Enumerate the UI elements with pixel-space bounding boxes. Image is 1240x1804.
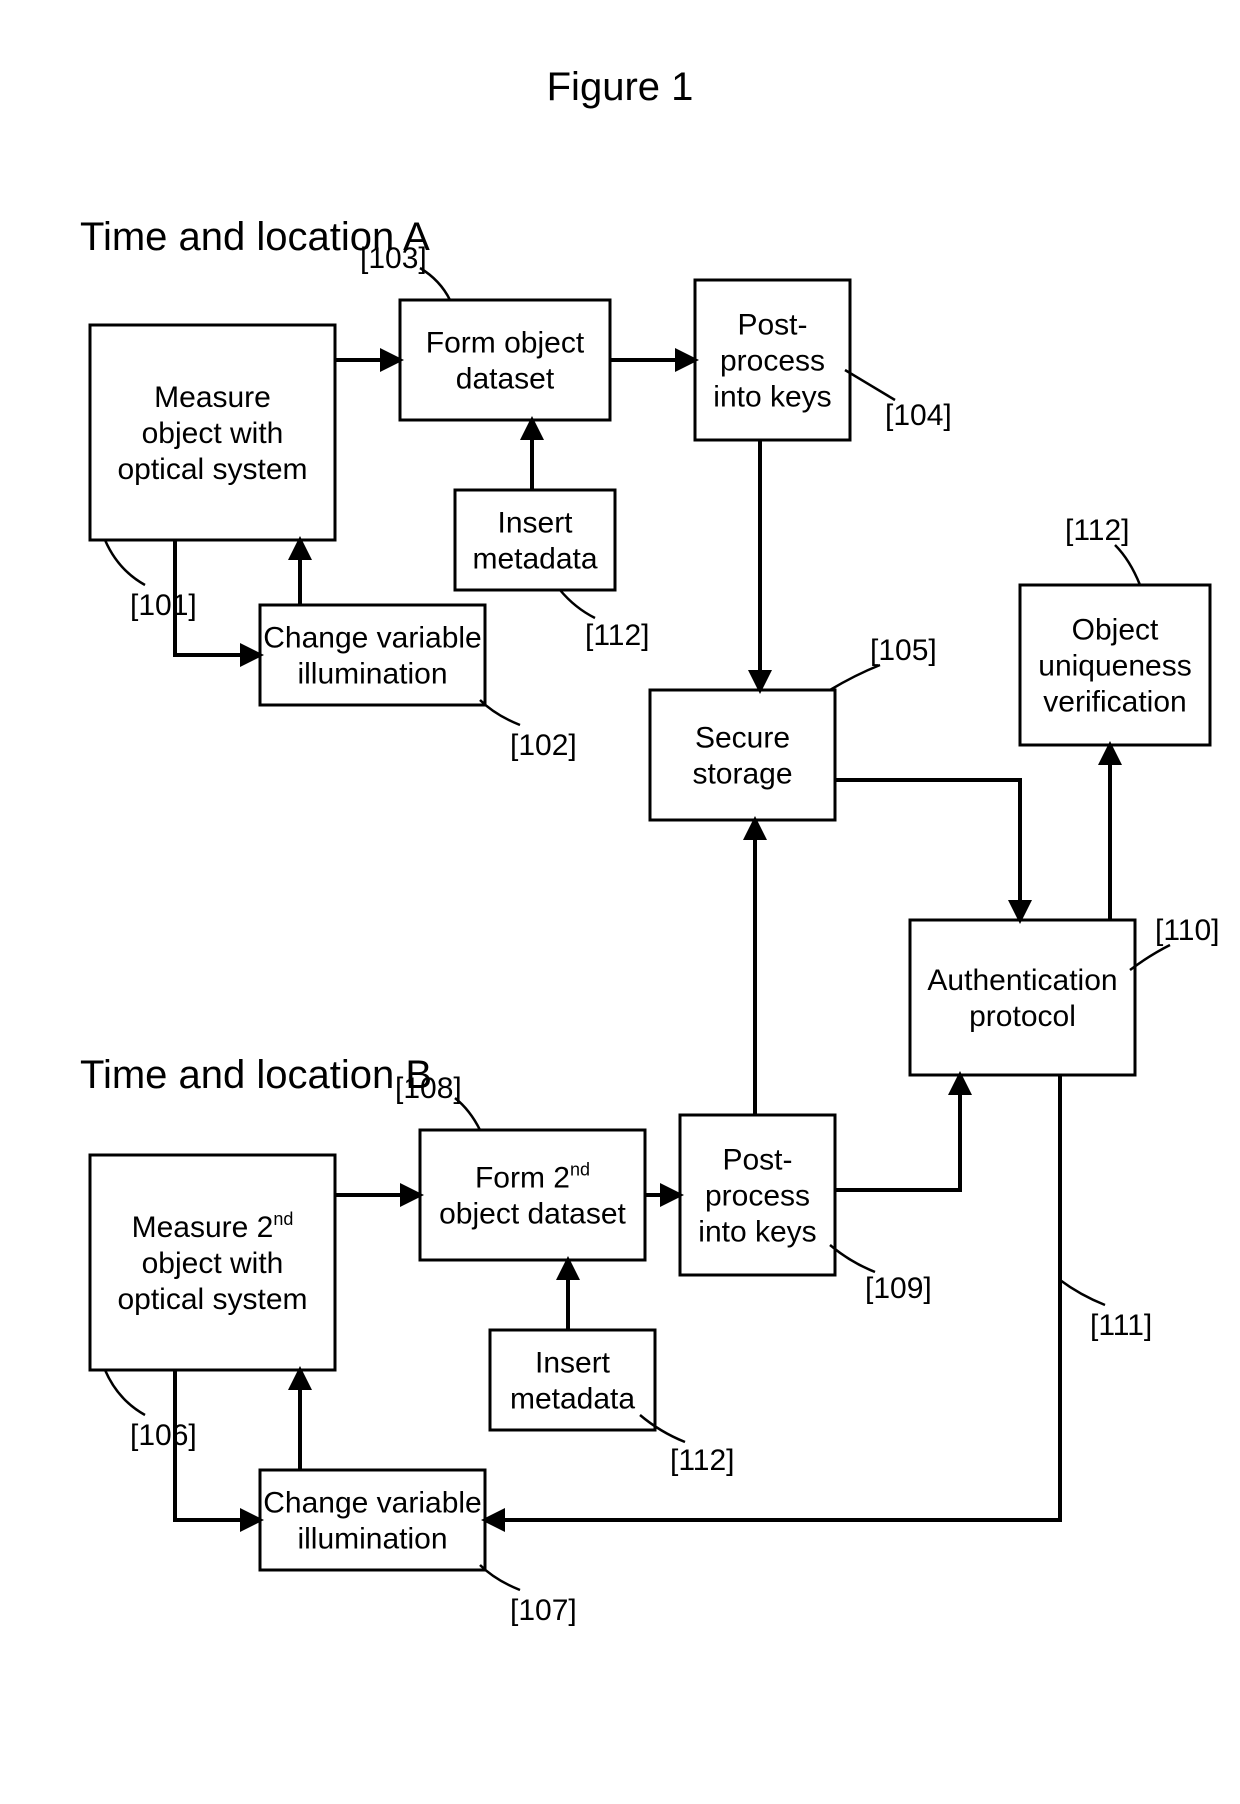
ref-107: [107]	[510, 1594, 577, 1627]
box-104-text-1: process	[720, 345, 825, 378]
box-108: Form 2ndobject dataset	[420, 1130, 645, 1260]
box-101-text-0: Measure	[154, 381, 271, 414]
box-110-text-1: protocol	[969, 1000, 1076, 1033]
box-102-text-0: Change variable	[263, 622, 481, 655]
box-106-text-1: object with	[142, 1247, 284, 1280]
box-112b: Insertmetadata	[490, 1330, 655, 1430]
box-110-text-0: Authentication	[927, 964, 1117, 997]
box-109-text-1: process	[705, 1180, 810, 1213]
ref-102: [102]	[510, 729, 577, 762]
section-b-heading: Time and location B	[80, 1053, 432, 1097]
ref-112b: [112]	[670, 1444, 735, 1477]
leader-109	[830, 1245, 875, 1272]
ref-101: [101]	[130, 589, 197, 622]
leader-104	[845, 370, 895, 400]
box-110: Authenticationprotocol	[910, 920, 1135, 1075]
ref-108: [108]	[395, 1072, 462, 1105]
box-103-text-0: Form object	[426, 327, 585, 360]
box-104-text-2: into keys	[713, 381, 831, 414]
leader-106	[105, 1370, 145, 1415]
box-112a-text-0: Insert	[497, 507, 573, 540]
box-103: Form objectdataset	[400, 300, 610, 420]
ref-112a: [112]	[585, 619, 650, 652]
leader-112c	[1115, 545, 1140, 585]
ref-106: [106]	[130, 1419, 197, 1452]
ref-111: [111]	[1090, 1309, 1152, 1342]
figure-title: Figure 1	[547, 65, 694, 109]
box-105-text-1: storage	[692, 758, 792, 791]
box-107-text-1: illumination	[297, 1523, 447, 1556]
ref-104: [104]	[885, 399, 952, 432]
arrow-109-to-110	[835, 1077, 960, 1190]
box-109: Post-processinto keys	[680, 1115, 835, 1275]
leader-111	[1060, 1280, 1105, 1305]
box-105-text-0: Secure	[695, 722, 790, 755]
leader-112a	[560, 590, 595, 618]
box-102-text-1: illumination	[297, 658, 447, 691]
box-112c-text-1: uniqueness	[1038, 650, 1191, 683]
ref-110: [110]	[1155, 914, 1220, 947]
arrow-105-to-110	[835, 780, 1020, 918]
box-112b-text-0: Insert	[535, 1347, 611, 1380]
flowchart-figure-1: Figure 1 Time and location A Time and lo…	[0, 0, 1240, 1804]
box-112a-text-1: metadata	[472, 543, 597, 576]
leader-105	[830, 665, 880, 690]
box-112b-text-1: metadata	[510, 1383, 635, 1416]
box-101: Measureobject withoptical system	[90, 325, 335, 540]
box-101-text-1: object with	[142, 417, 284, 450]
box-104: Post-processinto keys	[695, 280, 850, 440]
box-105: Securestorage	[650, 690, 835, 820]
box-112c-text-0: Object	[1072, 614, 1159, 647]
leader-101	[105, 540, 145, 585]
box-112a: Insertmetadata	[455, 490, 615, 590]
box-101-text-2: optical system	[117, 453, 307, 486]
box-107: Change variableillumination	[260, 1470, 485, 1570]
box-109-text-0: Post-	[722, 1144, 792, 1177]
box-103-text-1: dataset	[456, 363, 555, 396]
ref-109: [109]	[865, 1272, 932, 1305]
box-104-text-0: Post-	[737, 309, 807, 342]
box-106-text-2: optical system	[117, 1283, 307, 1316]
ref-103: [103]	[360, 242, 427, 275]
box-107-text-0: Change variable	[263, 1487, 481, 1520]
box-106-text-0: Measure 2nd	[132, 1209, 294, 1244]
box-106: Measure 2ndobject withoptical system	[90, 1155, 335, 1370]
ref-112c: [112]	[1065, 514, 1130, 547]
box-112c-text-2: verification	[1043, 686, 1186, 719]
box-112c: Objectuniquenessverification	[1020, 585, 1210, 745]
box-109-text-2: into keys	[698, 1216, 816, 1249]
box-102: Change variableillumination	[260, 605, 485, 705]
ref-105: [105]	[870, 634, 937, 667]
box-108-text-1: object dataset	[439, 1198, 626, 1231]
